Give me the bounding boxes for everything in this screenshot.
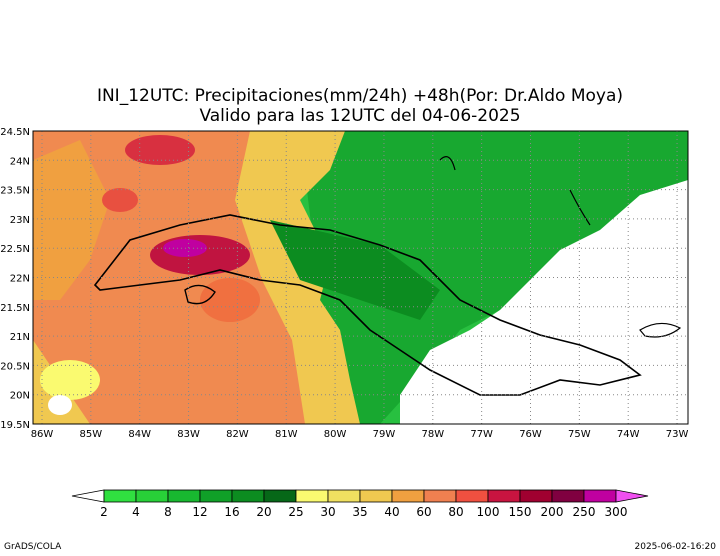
map-frame <box>32 130 689 425</box>
colorbar-label: 300 <box>605 505 628 519</box>
colorbar-label: 8 <box>164 505 172 519</box>
lat-label: 20.5N <box>0 361 30 372</box>
lon-label: 79W <box>373 429 396 440</box>
lat-label: 23N <box>10 215 30 226</box>
colorbar-label: 60 <box>416 505 431 519</box>
lat-label: 21N <box>10 332 30 343</box>
lat-label: 20N <box>10 391 30 402</box>
colorbar-box <box>263 489 297 503</box>
colorbar-label: 200 <box>541 505 564 519</box>
colorbar-box <box>135 489 169 503</box>
colorbar-box <box>583 489 617 503</box>
colorbar-label: 4 <box>132 505 140 519</box>
colorbar-label: 30 <box>320 505 335 519</box>
footer-left: GrADS/COLA <box>4 542 62 552</box>
colorbar-label: 20 <box>256 505 271 519</box>
colorbar-label: 12 <box>192 505 207 519</box>
lon-label: 86W <box>31 429 54 440</box>
lon-label: 80W <box>324 429 347 440</box>
lon-label: 73W <box>666 429 689 440</box>
lon-label: 84W <box>128 429 151 440</box>
colorbar-box <box>391 489 425 503</box>
lon-label: 74W <box>617 429 640 440</box>
colorbar-box <box>103 489 137 503</box>
lon-label: 76W <box>519 429 542 440</box>
title-line: INI_12UTC: Precipitaciones(mm/24h) +48h(… <box>97 86 623 106</box>
lon-label: 77W <box>470 429 493 440</box>
lat-label: 24.5N <box>0 127 30 138</box>
colorbar-label: 35 <box>352 505 367 519</box>
axis-labels: 24.5N 24N 23.5N 23N 22.5N 22N 21.5N 21N 20.5N 20N… <box>0 127 688 440</box>
lat-label: 23.5N <box>0 186 30 197</box>
colorbar-end <box>615 489 649 503</box>
graticule <box>33 131 688 424</box>
colorbar-box <box>423 489 457 503</box>
lat-label: 22.5N <box>0 244 30 255</box>
colorbar-box <box>295 489 329 503</box>
map-field <box>33 131 688 424</box>
title-line: Valido para las 12UTC del 04-06-2025 <box>199 106 520 126</box>
footer-right: 2025-06-02-16:20 <box>635 542 717 552</box>
colorbar-label: 40 <box>384 505 399 519</box>
lat-label: 24N <box>10 156 30 167</box>
lon-label: 81W <box>275 429 298 440</box>
colorbar-box <box>327 489 361 503</box>
colorbar-box <box>359 489 393 503</box>
lat-label: 21.5N <box>0 303 30 314</box>
colorbar-label: 250 <box>573 505 596 519</box>
colorbar-label: 16 <box>224 505 239 519</box>
colorbar-box <box>551 489 585 503</box>
colorbar-box <box>167 489 201 503</box>
lon-label: 78W <box>421 429 444 440</box>
colorbar-label: 80 <box>448 505 463 519</box>
colorbar: 2 4 8 12 16 20 25 30 35 40 60 80 100 150 200 250 300 <box>71 489 649 519</box>
colorbar-label: 25 <box>288 505 303 519</box>
colorbar-label: 150 <box>509 505 532 519</box>
lon-label: 83W <box>177 429 200 440</box>
lat-label: 19.5N <box>0 420 30 431</box>
colorbar-end <box>71 489 105 503</box>
colorbar-label: 100 <box>477 505 500 519</box>
colorbar-box <box>231 489 265 503</box>
colorbar-box <box>487 489 521 503</box>
lon-label: 85W <box>80 429 103 440</box>
colorbar-box <box>455 489 489 503</box>
colorbar-label: 2 <box>100 505 108 519</box>
lon-label: 82W <box>226 429 249 440</box>
lat-label: 22N <box>10 274 30 285</box>
lon-label: 75W <box>568 429 591 440</box>
colorbar-box <box>519 489 553 503</box>
colorbar-box <box>199 489 233 503</box>
